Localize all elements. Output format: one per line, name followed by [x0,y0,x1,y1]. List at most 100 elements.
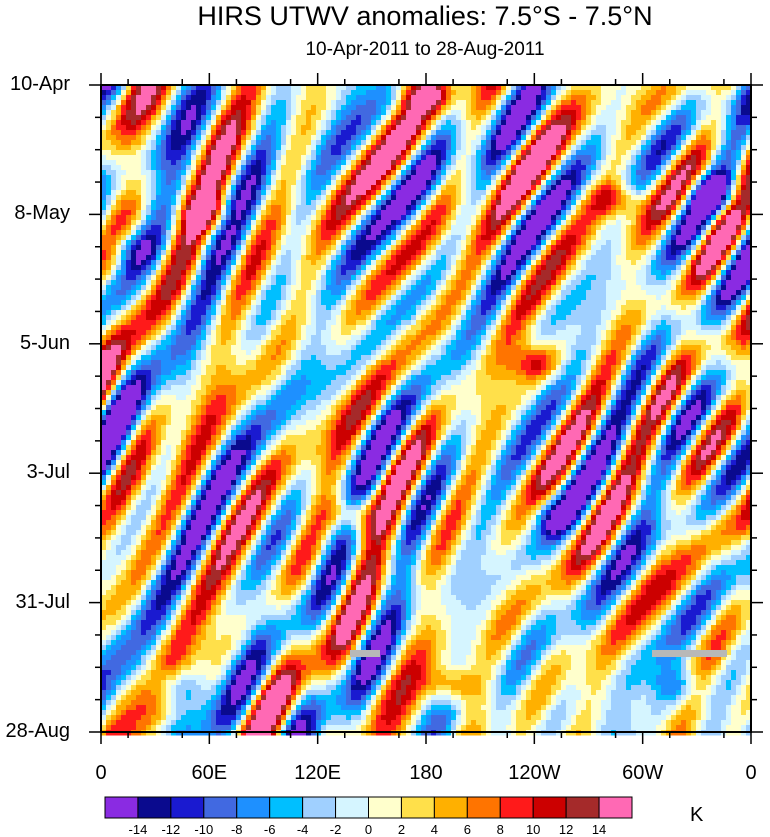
field-cell [441,120,447,126]
field-cell [151,250,157,256]
field-cell [126,265,132,271]
field-cell [121,145,127,151]
field-cell [151,200,157,206]
field-cell [361,250,367,256]
field-cell [676,265,682,271]
field-cell [226,180,232,186]
field-cell [291,85,297,91]
field-cell [311,130,317,136]
field-cell [106,170,112,176]
field-cell [281,120,287,126]
field-cell [131,130,137,136]
field-cell [426,95,432,101]
field-cell [446,250,452,256]
field-cell [616,200,622,206]
field-cell [431,205,437,211]
field-cell [236,165,242,171]
field-cell [536,235,542,241]
field-cell [666,105,672,111]
field-cell [111,255,117,261]
field-cell [271,170,277,176]
field-cell [491,215,497,221]
field-cell [741,180,747,186]
field-cell [546,165,552,171]
field-cell [326,220,332,226]
field-cell [376,90,382,96]
field-cell [706,120,712,126]
field-cell [496,250,502,256]
field-cell [496,200,502,206]
field-cell [566,155,572,161]
field-cell [711,205,717,211]
field-cell [551,90,557,96]
field-cell [686,270,692,276]
field-cell [416,105,422,111]
field-cell [521,165,527,171]
field-cell [521,195,527,201]
field-cell [346,180,352,186]
field-cell [266,170,272,176]
field-cell [246,225,252,231]
field-cell [181,175,187,181]
field-cell [231,240,237,246]
field-cell [241,240,247,246]
field-cell [631,245,637,251]
field-cell [591,155,597,161]
field-cell [451,165,457,171]
field-cell [246,130,252,136]
field-cell [466,85,472,91]
field-cell [361,85,367,91]
field-cell [416,145,422,151]
field-cell [746,235,752,241]
field-cell [326,180,332,186]
field-cell [551,220,557,226]
field-cell [471,205,477,211]
field-cell [156,230,162,236]
field-cell [286,265,292,271]
field-cell [201,160,207,166]
field-cell [731,115,737,121]
field-cell [461,120,467,126]
field-cell [691,260,697,266]
field-cell [361,100,367,106]
field-cell [476,180,482,186]
field-cell [461,95,467,101]
field-cell [606,95,612,101]
field-cell [571,225,577,231]
field-cell [326,100,332,106]
field-cell [621,160,627,166]
field-cell [701,180,707,186]
field-cell [391,165,397,171]
field-cell [636,110,642,116]
field-cell [501,230,507,236]
field-cell [601,270,607,276]
field-cell [151,90,157,96]
field-cell [526,200,532,206]
field-cell [391,135,397,141]
field-cell [211,90,217,96]
field-cell [671,205,677,211]
field-cell [706,145,712,151]
field-cell [716,125,722,131]
field-cell [726,130,732,136]
field-cell [136,195,142,201]
field-cell [196,215,202,221]
field-cell [681,90,687,96]
field-cell [476,260,482,266]
field-cell [266,265,272,271]
field-cell [501,135,507,141]
field-cell [121,255,127,261]
field-cell [421,145,427,151]
field-cell [716,135,722,141]
field-cell [131,160,137,166]
field-cell [501,260,507,266]
field-cell [216,235,222,241]
field-cell [366,100,372,106]
field-cell [191,240,197,246]
field-cell [181,150,187,156]
field-cell [556,95,562,101]
field-cell [581,225,587,231]
field-cell [461,185,467,191]
field-cell [211,160,217,166]
field-cell [496,155,502,161]
